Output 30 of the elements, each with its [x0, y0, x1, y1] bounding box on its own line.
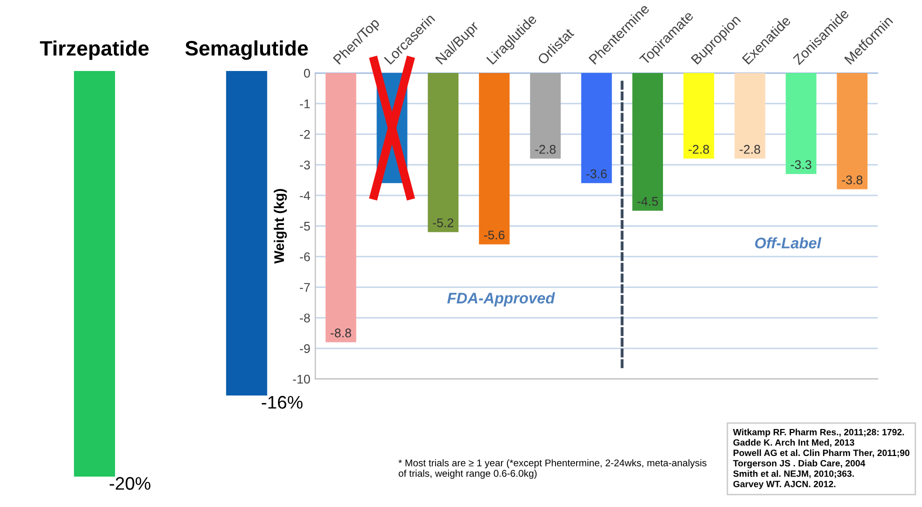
y-tick-label: -2	[300, 130, 310, 139]
data-label: -4.5	[637, 197, 658, 206]
y-tick-label: -8	[300, 314, 310, 322]
y-axis-title: Weight (kg)	[274, 189, 287, 264]
data-label: -2.8	[740, 144, 760, 154]
x-tick-label: Semaglutide	[185, 40, 308, 60]
y-tick-label: -3	[300, 160, 310, 170]
text: Witkamp RF. Pharm Res., 2011;28: 1792. Gadde K. Arch Int Med, 2013 Powell AG et al. Clin Pharm Ther, 2011;90 Torgerson JS . Diab Care, 2004 Smith et al. NEJM, 2010;363. Garvey WT. AJCN. 2012.	[733, 428, 910, 490]
data-label: -5.6	[484, 230, 504, 240]
data-label: -2.8	[688, 144, 710, 154]
x-tick-label: Tirzepatide	[40, 40, 149, 60]
data-label: -8.8	[330, 328, 352, 338]
data-label: -3.8	[842, 176, 862, 184]
y-tick-label: -6	[300, 252, 310, 262]
data-label: -5.2	[432, 218, 454, 228]
annotation: Off-Label	[755, 237, 822, 248]
y-tick-label: -10	[292, 374, 310, 384]
y-tick-label: 0	[304, 68, 310, 78]
y-tick-label: -5	[300, 222, 310, 231]
data-label: -2.8	[535, 144, 556, 154]
data-label: -3.6	[586, 169, 607, 178]
y-tick-label: -1	[300, 100, 310, 108]
annotation: FDA-Approved	[447, 292, 556, 307]
y-tick-label: -9	[300, 344, 310, 354]
data-label: -20%	[110, 477, 150, 490]
data-label: -16%	[262, 396, 303, 409]
y-tick-label: -4	[300, 191, 310, 200]
data-label: -3.3	[790, 160, 812, 170]
y-tick-label: -7	[300, 283, 310, 292]
text: * Most trials are ≥ 1 year (*except Phentermine, 2-24wks, meta-analysis of trials, weight range 0.6-6.0kg)	[398, 459, 706, 479]
